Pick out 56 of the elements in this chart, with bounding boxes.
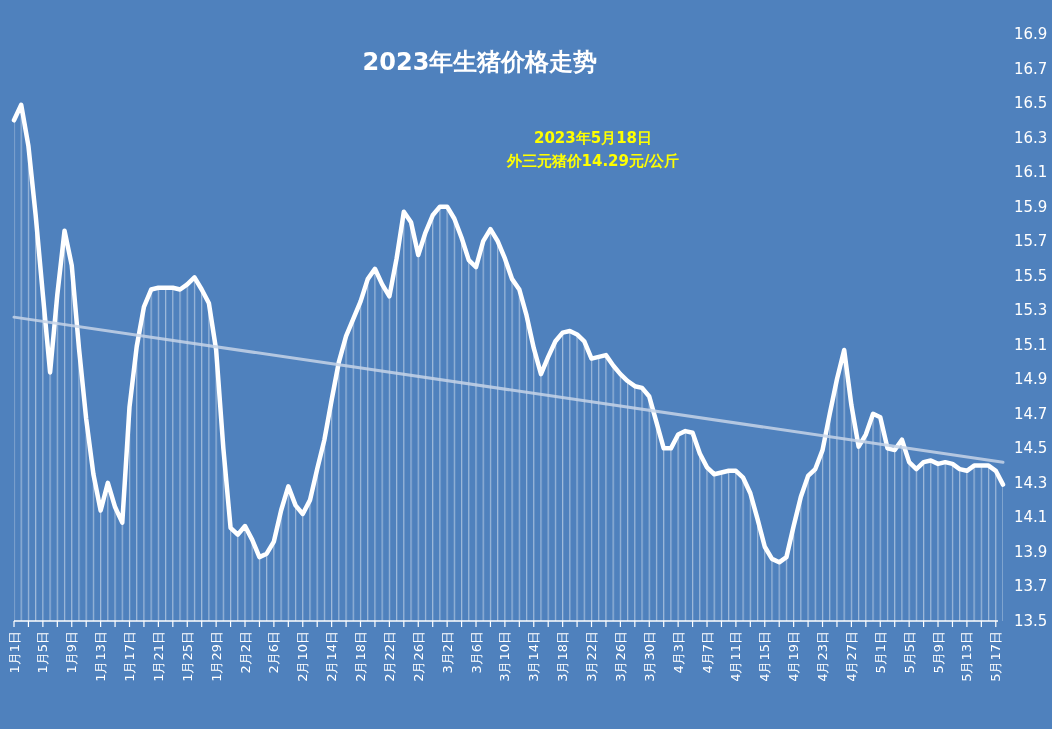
annotation: 2023年5月18日: [533, 129, 653, 147]
x-tick-label: 3月10日: [497, 631, 513, 682]
x-tick-label: 1月13日: [93, 631, 109, 682]
x-tick-label: 3月2日: [439, 631, 455, 674]
y-tick-label: 13.7: [1014, 577, 1048, 596]
x-tick-label: 2月18日: [353, 631, 369, 682]
x-tick-label: 4月7日: [699, 631, 715, 674]
x-tick-label: 4月23日: [815, 631, 831, 682]
x-tick-label: 3月14日: [526, 631, 542, 682]
text: 2023年生猪价格走势: [362, 48, 598, 76]
y-tick-label: 16.3: [1014, 128, 1048, 147]
y-tick-label: 16.5: [1014, 94, 1048, 113]
x-tick-label: 1月17日: [122, 631, 137, 682]
x-tick-label: 2月10日: [295, 631, 311, 682]
x-tick-label: 2月26日: [410, 631, 426, 682]
x-tick-label: 1月1日: [6, 631, 22, 674]
x-tick-label: 2月2日: [237, 631, 253, 674]
y-tick-label: 14.1: [1014, 508, 1048, 527]
y-tick-label: 16.7: [1014, 59, 1048, 78]
x-tick-label: 2月22日: [381, 631, 397, 682]
y-tick-label: 14.5: [1014, 439, 1048, 458]
x-tick-label: 5月17日: [988, 631, 1004, 682]
y-tick-label: 15.1: [1014, 335, 1048, 354]
x-tick-label: 5月13日: [959, 631, 975, 682]
x-tick-label: 5月1日: [872, 631, 888, 674]
y-tick-label: 14.9: [1014, 370, 1048, 389]
x-tick-label: 5月9日: [930, 631, 946, 674]
y-tick-label: 13.5: [1014, 612, 1048, 630]
annotation: 外三元猪价14.29元/公斤: [505, 152, 680, 170]
y-tick-label: 15.7: [1014, 232, 1048, 251]
x-tick-label: 4月11日: [728, 631, 744, 682]
x-tick-label: 4月27日: [843, 631, 859, 682]
y-tick-label: 13.9: [1014, 542, 1048, 561]
y-tick-label: 16.9: [1014, 25, 1048, 43]
y-tick-label: 15.3: [1014, 301, 1048, 320]
x-tick-label: 3月18日: [555, 631, 571, 682]
x-tick-label: 3月22日: [584, 631, 600, 682]
x-tick-label: 5月5日: [901, 631, 917, 674]
x-tick-label: 3月30日: [641, 631, 657, 682]
x-tick-label: 4月3日: [670, 631, 686, 674]
y-tick-label: 15.9: [1014, 197, 1048, 216]
x-tick-label: 1月9日: [64, 631, 80, 674]
x-tick-label: 1月5日: [35, 631, 51, 674]
y-tick-label: 15.5: [1014, 266, 1048, 285]
y-tick-label: 16.1: [1014, 163, 1048, 182]
x-tick-label: 3月6日: [468, 631, 484, 674]
x-tick-label: 4月15日: [757, 631, 773, 682]
x-tick-label: 2月14日: [324, 631, 340, 682]
x-tick-label: 1月21日: [150, 631, 166, 682]
y-tick-label: 14.7: [1014, 404, 1048, 423]
x-tick-label: 2月6日: [266, 631, 282, 674]
x-tick-label: 4月19日: [786, 631, 802, 682]
x-tick-label: 1月29日: [208, 631, 224, 682]
x-tick-label: 1月25日: [179, 631, 195, 682]
y-tick-label: 14.3: [1014, 473, 1048, 492]
x-tick-label: 3月26日: [612, 631, 628, 682]
